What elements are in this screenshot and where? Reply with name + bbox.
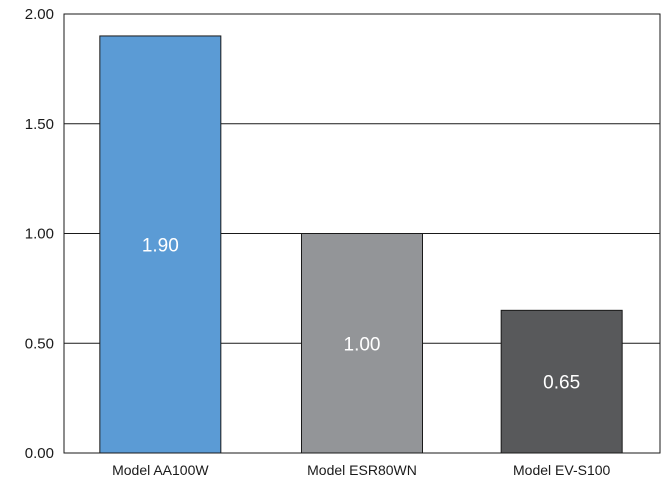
axes <box>63 13 661 454</box>
bar-value-label: 1.00 <box>344 334 381 355</box>
y-tick-label: 0.50 <box>25 335 54 352</box>
plot-frame <box>63 13 661 454</box>
x-axis-labels: Model AA100W Model ESR80WN Model EV-S100 <box>112 462 610 478</box>
bar <box>301 233 423 454</box>
y-tick-label: 1.00 <box>25 226 54 243</box>
y-tick-label: 2.00 <box>25 6 54 23</box>
bar-value-label: 1.90 <box>142 235 179 256</box>
bars <box>99 35 623 454</box>
y-tick-label: 0.00 <box>25 445 54 462</box>
y-axis-ticks: 0.00 0.50 1.00 1.50 2.00 <box>25 6 54 462</box>
y-tick-label: 1.50 <box>25 116 54 133</box>
bar <box>500 309 623 454</box>
bar-value-label: 0.65 <box>543 373 580 394</box>
x-category-label: Model ESR80WN <box>307 462 417 478</box>
bar <box>99 35 222 454</box>
x-category-label: Model AA100W <box>112 462 209 478</box>
data-labels: 1.90 1.00 0.65 <box>142 235 580 393</box>
x-category-label: Model EV-S100 <box>513 462 610 478</box>
